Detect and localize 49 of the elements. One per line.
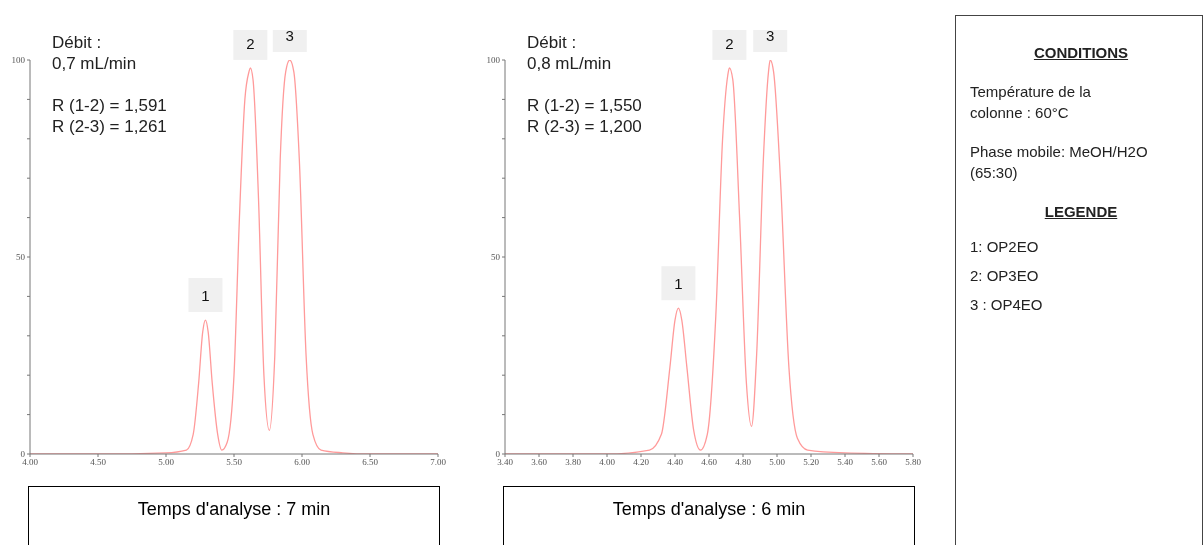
x-tick-label: 3.40	[497, 457, 514, 468]
annotation: 0,8 mL/min	[527, 53, 613, 74]
text: Température de la colonne : 60°C	[970, 82, 1092, 123]
text: 3 : OP4EO	[970, 295, 1044, 315]
annotation: R (2-3) = 1,200	[527, 116, 642, 137]
legend-title: LEGENDE	[1043, 202, 1119, 222]
y-tick-label: 100	[486, 55, 501, 66]
x-tick-label: 7.00	[430, 457, 447, 468]
x-tick-label: 3.80	[565, 457, 582, 468]
annotation: R (1-2) = 1,550	[527, 95, 642, 116]
x-tick-label: 5.60	[871, 457, 888, 468]
y-tick-label: 0	[495, 449, 501, 460]
x-tick-label: 5.20	[803, 457, 820, 468]
x-tick-label: 5.00	[769, 457, 786, 468]
text: Débit :	[527, 32, 578, 53]
text: Phase mobile: MeOH/H2O (65:30)	[970, 142, 1149, 183]
y-tick-label: 50	[491, 252, 501, 263]
annotation: 2	[725, 34, 734, 52]
x-tick-label: 4.60	[701, 457, 718, 468]
annotation: 2	[246, 34, 255, 52]
x-tick-label: 4.00	[22, 457, 39, 468]
x-tick-label: 4.50	[90, 457, 107, 468]
x-tick-label: 5.40	[837, 457, 854, 468]
y-tick-label: 100	[11, 55, 26, 66]
text: Débit :	[52, 32, 103, 53]
x-axis-title: Temps d'analyse : 7 min	[28, 486, 440, 545]
x-tick-label: 6.50	[362, 457, 379, 468]
x-tick-label: 4.00	[599, 457, 616, 468]
x-tick-label: 5.00	[158, 457, 175, 468]
annotation: 3	[766, 27, 775, 44]
text: 1: OP2EO	[970, 237, 1040, 257]
annotation: R (2-3) = 1,261	[52, 116, 167, 137]
x-tick-label: 4.80	[735, 457, 752, 468]
x-tick-label: 6.00	[294, 457, 311, 468]
y-tick-label: 0	[20, 449, 26, 460]
x-tick-label: 3.60	[531, 457, 548, 468]
x-axis-title: Temps d'analyse : 6 min	[503, 486, 915, 545]
x-tick-label: 5.50	[226, 457, 243, 468]
annotation: 1	[674, 275, 683, 293]
text: CONDITIONS	[1032, 43, 1130, 63]
annotation: 1	[201, 287, 210, 305]
x-tick-label: 4.40	[667, 457, 684, 468]
annotation: R (1-2) = 1,591	[52, 95, 167, 116]
x-tick-label: 5.80	[905, 457, 922, 468]
y-tick-label: 50	[16, 252, 26, 263]
text: 2: OP3EO	[970, 266, 1040, 286]
annotation: 3	[285, 27, 294, 44]
annotation: 0,7 mL/min	[52, 53, 138, 74]
x-tick-label: 4.20	[633, 457, 650, 468]
